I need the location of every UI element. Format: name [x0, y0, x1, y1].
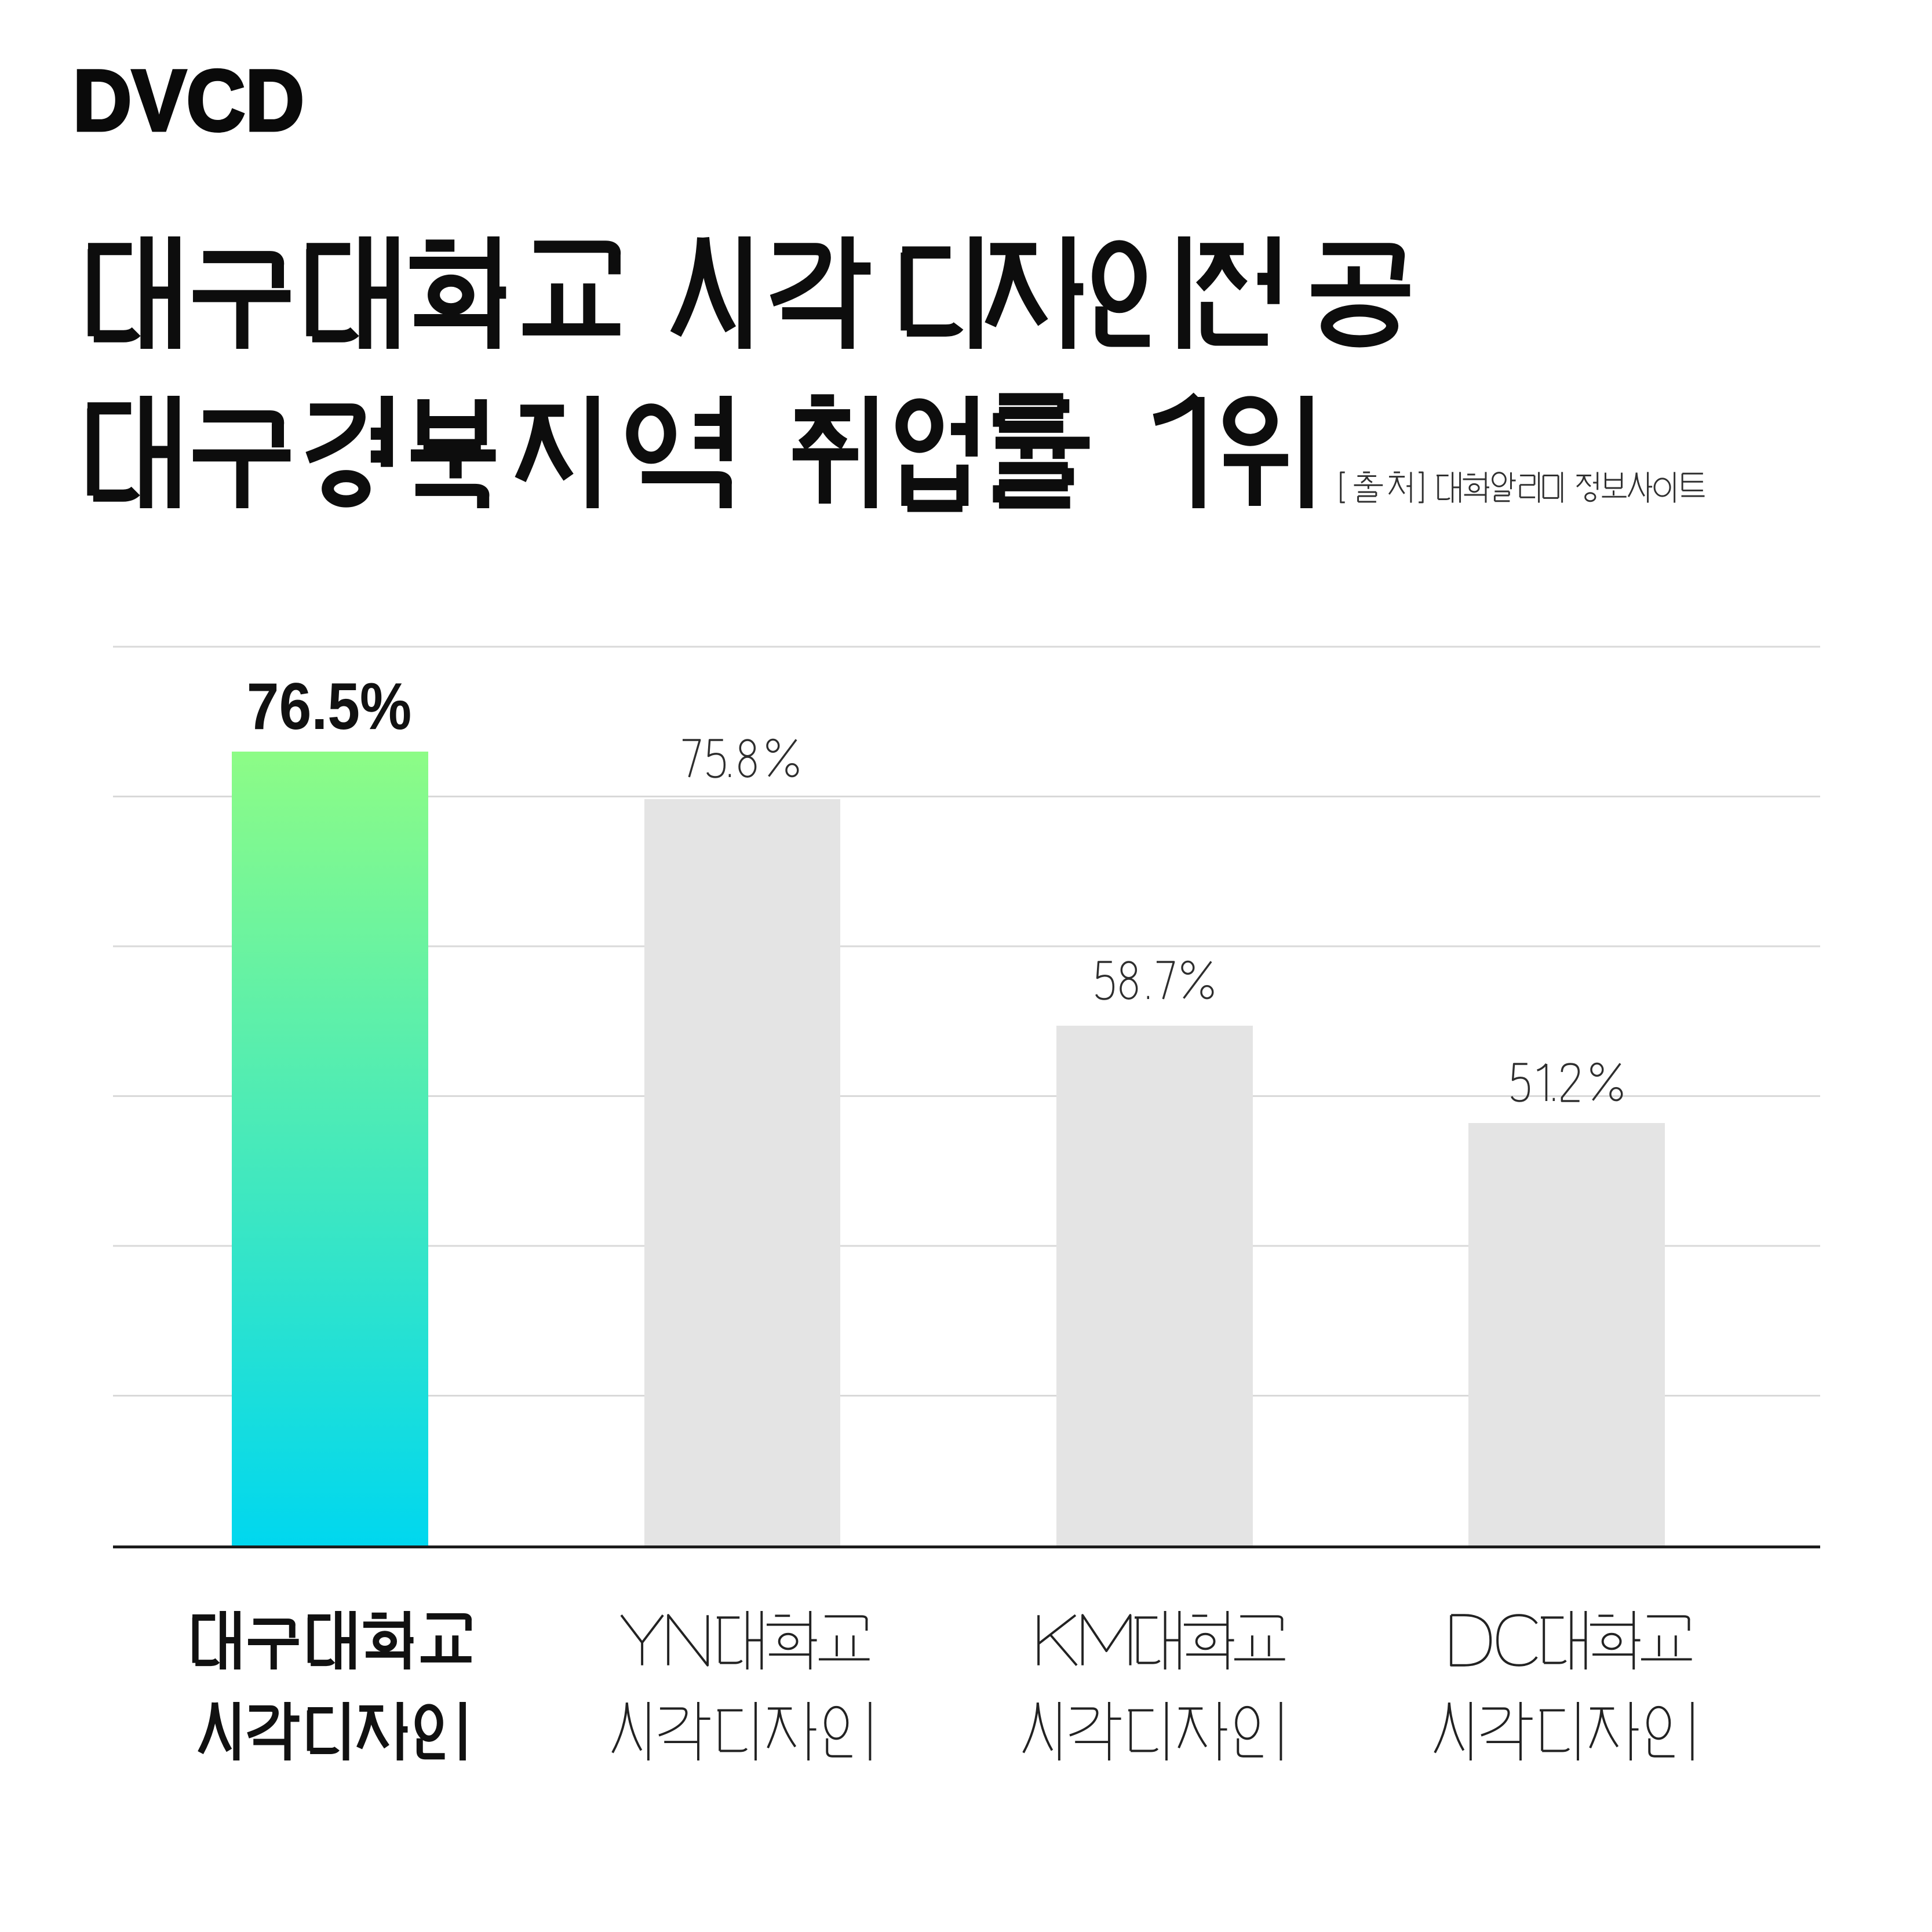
svg-text:76.5%: 76.5%	[247, 669, 411, 743]
svg-text:DVCD: DVCD	[73, 52, 304, 149]
